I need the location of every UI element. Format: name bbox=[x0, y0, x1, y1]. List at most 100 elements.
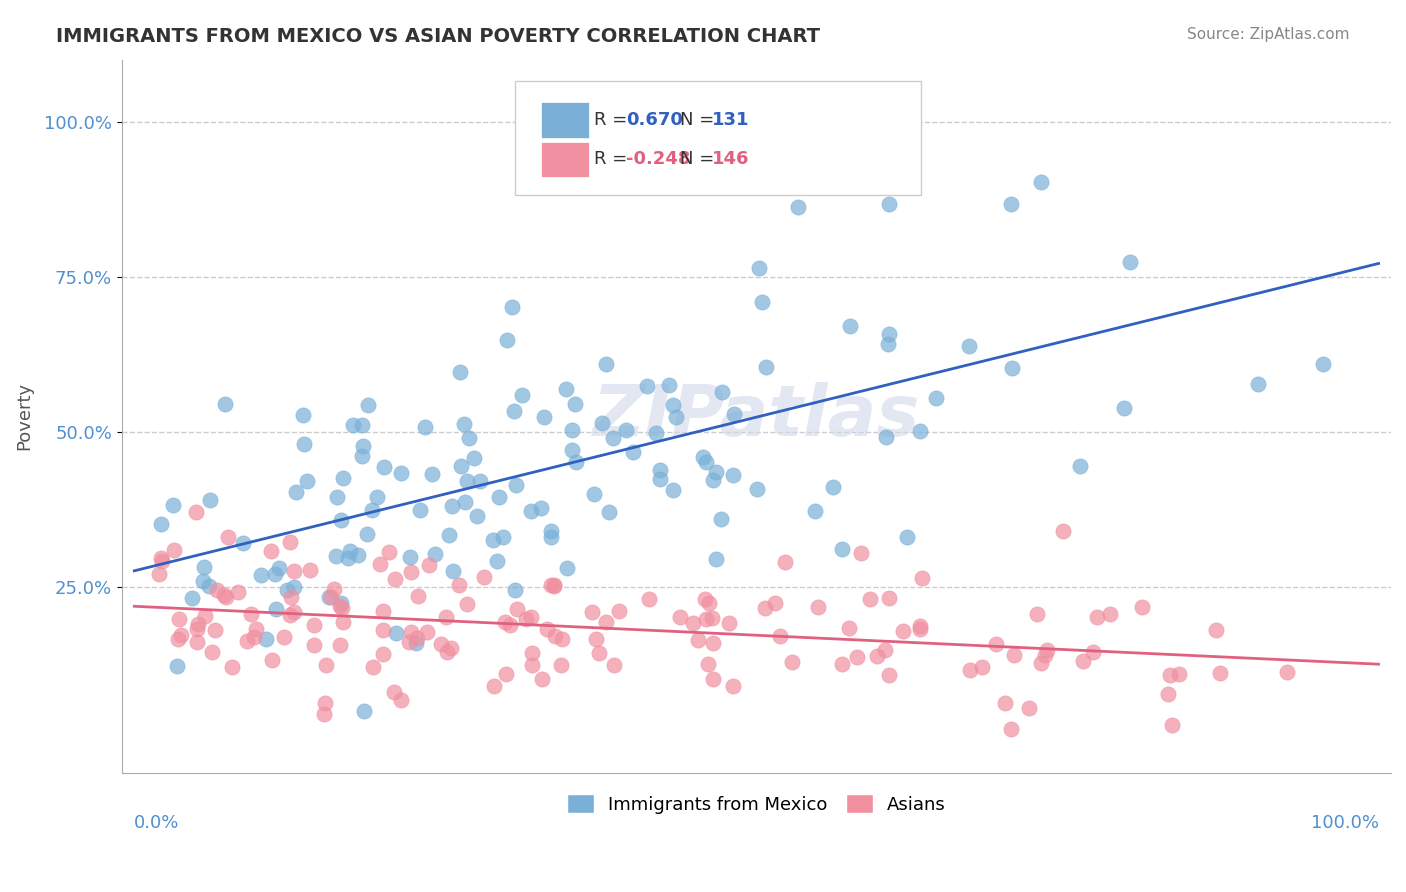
Point bbox=[420, 467, 443, 482]
Point bbox=[550, 632, 572, 646]
Point bbox=[554, 382, 576, 396]
Point bbox=[838, 621, 860, 635]
Text: -0.248: -0.248 bbox=[626, 151, 690, 169]
Point bbox=[754, 601, 776, 615]
Point bbox=[191, 574, 214, 589]
Point bbox=[682, 615, 704, 630]
Point bbox=[702, 672, 724, 686]
Point bbox=[276, 582, 298, 597]
Point bbox=[260, 544, 283, 558]
Point bbox=[787, 200, 810, 214]
Point bbox=[264, 566, 287, 581]
Point bbox=[184, 505, 207, 519]
Point bbox=[875, 430, 897, 444]
Point bbox=[371, 647, 394, 661]
Point bbox=[1026, 607, 1049, 621]
Point bbox=[447, 578, 470, 592]
Point bbox=[440, 500, 463, 514]
Point bbox=[959, 663, 981, 677]
Point bbox=[540, 578, 562, 592]
Point bbox=[356, 526, 378, 541]
Point bbox=[1098, 607, 1121, 622]
Point bbox=[366, 490, 388, 504]
Point bbox=[322, 582, 344, 597]
Point bbox=[583, 487, 606, 501]
Point bbox=[530, 672, 553, 686]
Point bbox=[505, 478, 527, 492]
Point bbox=[1001, 360, 1024, 375]
Point bbox=[492, 530, 515, 544]
Point bbox=[352, 449, 374, 463]
Point bbox=[315, 657, 337, 672]
Point bbox=[704, 465, 727, 479]
Point bbox=[170, 627, 193, 641]
Point bbox=[588, 646, 610, 660]
Point bbox=[212, 588, 235, 602]
Point bbox=[540, 524, 562, 539]
Point bbox=[484, 679, 506, 693]
Point bbox=[243, 630, 266, 644]
Point bbox=[763, 596, 786, 610]
Point bbox=[416, 625, 439, 640]
Point bbox=[665, 409, 688, 424]
Point bbox=[1000, 196, 1022, 211]
Point bbox=[561, 424, 583, 438]
Point bbox=[285, 484, 308, 499]
Point bbox=[250, 568, 273, 582]
Point bbox=[262, 653, 284, 667]
Point bbox=[873, 642, 896, 657]
FancyBboxPatch shape bbox=[515, 81, 921, 195]
Point bbox=[336, 551, 359, 566]
Text: 146: 146 bbox=[711, 151, 749, 169]
Legend: Immigrants from Mexico, Asians: Immigrants from Mexico, Asians bbox=[560, 787, 953, 821]
Point bbox=[838, 319, 860, 334]
Point bbox=[607, 604, 630, 618]
Point bbox=[718, 616, 741, 631]
Point bbox=[278, 535, 301, 549]
Point bbox=[910, 424, 932, 438]
Point bbox=[621, 444, 644, 458]
Point bbox=[314, 696, 336, 710]
Point bbox=[283, 580, 305, 594]
Point bbox=[831, 657, 853, 672]
Point bbox=[1159, 668, 1181, 682]
Point bbox=[463, 450, 485, 465]
Point bbox=[314, 706, 336, 721]
Point bbox=[266, 601, 288, 615]
Point bbox=[877, 667, 900, 681]
Point bbox=[702, 611, 724, 625]
Point bbox=[226, 585, 249, 599]
Point bbox=[693, 591, 716, 606]
Point bbox=[193, 560, 215, 574]
Point bbox=[180, 591, 202, 606]
Point bbox=[695, 455, 717, 469]
Point bbox=[302, 617, 325, 632]
Point bbox=[399, 565, 422, 579]
Point bbox=[1208, 666, 1230, 681]
Point bbox=[769, 629, 792, 643]
Point bbox=[595, 357, 617, 371]
Point bbox=[877, 591, 900, 605]
Point bbox=[389, 693, 412, 707]
Point bbox=[543, 577, 565, 591]
Point bbox=[468, 475, 491, 489]
Point bbox=[721, 467, 744, 482]
Point bbox=[221, 660, 243, 674]
Point bbox=[330, 600, 353, 615]
Point bbox=[481, 533, 503, 547]
Point bbox=[385, 625, 408, 640]
FancyBboxPatch shape bbox=[541, 142, 589, 178]
Point bbox=[911, 571, 934, 585]
Point bbox=[441, 564, 464, 578]
Point bbox=[398, 549, 420, 564]
Point bbox=[1052, 524, 1074, 538]
Point bbox=[352, 439, 374, 453]
Point bbox=[702, 473, 724, 487]
Point bbox=[595, 615, 617, 629]
Point bbox=[304, 638, 326, 652]
Point bbox=[1029, 656, 1052, 670]
Point bbox=[692, 450, 714, 464]
Point bbox=[453, 417, 475, 432]
Point bbox=[1085, 610, 1108, 624]
Point bbox=[1247, 376, 1270, 391]
